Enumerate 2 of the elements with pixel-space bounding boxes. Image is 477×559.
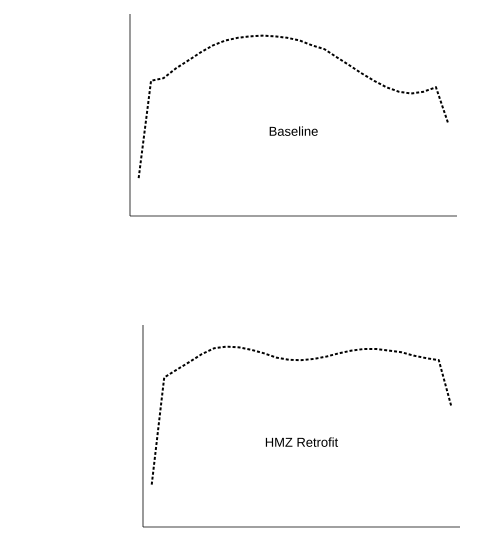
annotation: HMZ Retrofit	[266, 437, 338, 447]
annotation: Baseline	[270, 126, 318, 136]
